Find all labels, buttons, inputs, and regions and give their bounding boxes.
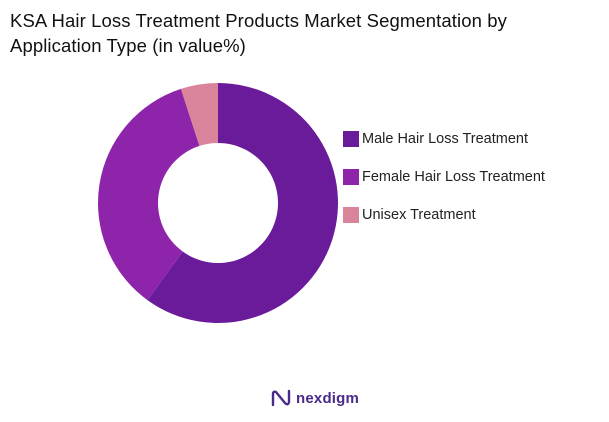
donut-slice-unisex xyxy=(180,83,218,146)
legend-swatch-female xyxy=(343,169,359,185)
brand-footer: nexdigm xyxy=(270,388,359,408)
donut-slice-female xyxy=(97,88,200,301)
legend-item-female: Female Hair Loss Treatment xyxy=(343,166,603,188)
legend-item-unisex: Unisex Treatment xyxy=(343,204,603,226)
legend-item-male: Male Hair Loss Treatment xyxy=(343,128,603,150)
donut-slice-male xyxy=(147,83,338,323)
legend-label-male: Male Hair Loss Treatment xyxy=(362,131,529,147)
nexdigm-logo-icon xyxy=(271,389,291,407)
legend-label-female: Female Hair Loss Treatment xyxy=(362,169,545,185)
legend-label-unisex: Unisex Treatment xyxy=(362,207,476,223)
legend-swatch-male xyxy=(343,131,359,147)
brand-name: nexdigm xyxy=(296,389,360,407)
chart-legend: Male Hair Loss Treatment Female Hair Los… xyxy=(343,128,603,242)
legend-swatch-unisex xyxy=(343,207,359,223)
donut-slices xyxy=(97,83,338,323)
chart-title: KSA Hair Loss Treatment Products Market … xyxy=(10,10,508,56)
